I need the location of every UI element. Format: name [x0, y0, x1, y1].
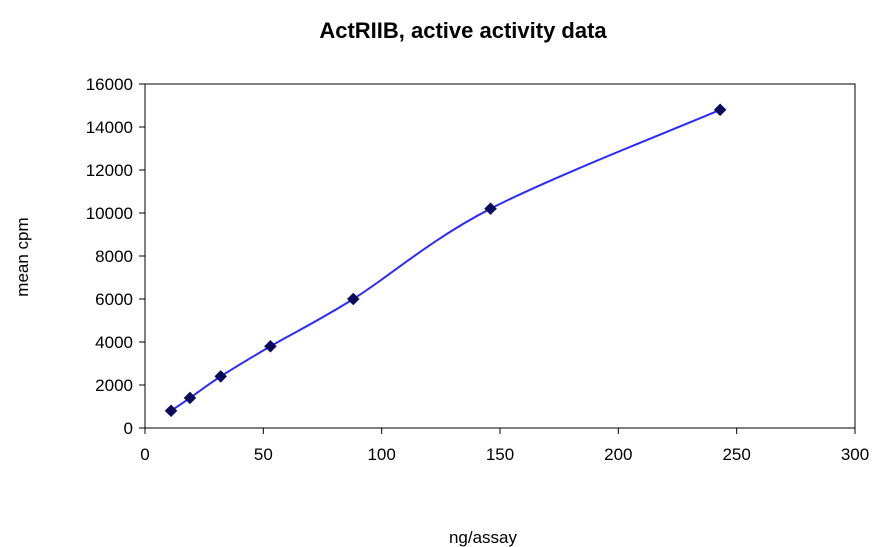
data-point: [183, 391, 197, 405]
y-tick-label: 10000: [86, 204, 133, 223]
x-tick-label: 300: [841, 445, 869, 464]
data-point: [713, 103, 727, 117]
y-tick-label: 16000: [86, 75, 133, 94]
data-point: [484, 202, 497, 216]
x-tick-label: 150: [486, 445, 514, 464]
data-point: [346, 292, 360, 306]
y-tick-label: 0: [124, 419, 133, 438]
y-axis-label: mean cpm: [13, 217, 32, 296]
y-tick-label: 2000: [95, 376, 133, 395]
chart-title: ActRIIB, active activity data: [319, 18, 607, 43]
x-tick-label: 250: [722, 445, 750, 464]
y-tick-label: 12000: [86, 161, 133, 180]
data-point: [214, 370, 228, 383]
data-point: [264, 339, 277, 353]
x-axis-label: ng/assay: [449, 528, 518, 547]
x-tick-label: 0: [140, 445, 149, 464]
y-tick-label: 14000: [86, 118, 133, 137]
x-tick-label: 50: [254, 445, 273, 464]
x-tick-label: 100: [367, 445, 395, 464]
plot-border: [144, 83, 856, 429]
y-tick-label: 6000: [95, 290, 133, 309]
x-tick-label: 200: [604, 445, 632, 464]
y-tick-label: 4000: [95, 333, 133, 352]
plot-area: 0 2000 4000 6000 8000 10000 12000 14000 16000 0 50…: [86, 75, 869, 464]
series-line: [170, 108, 721, 412]
y-tick-label: 8000: [95, 247, 133, 266]
data-point: [164, 404, 178, 418]
